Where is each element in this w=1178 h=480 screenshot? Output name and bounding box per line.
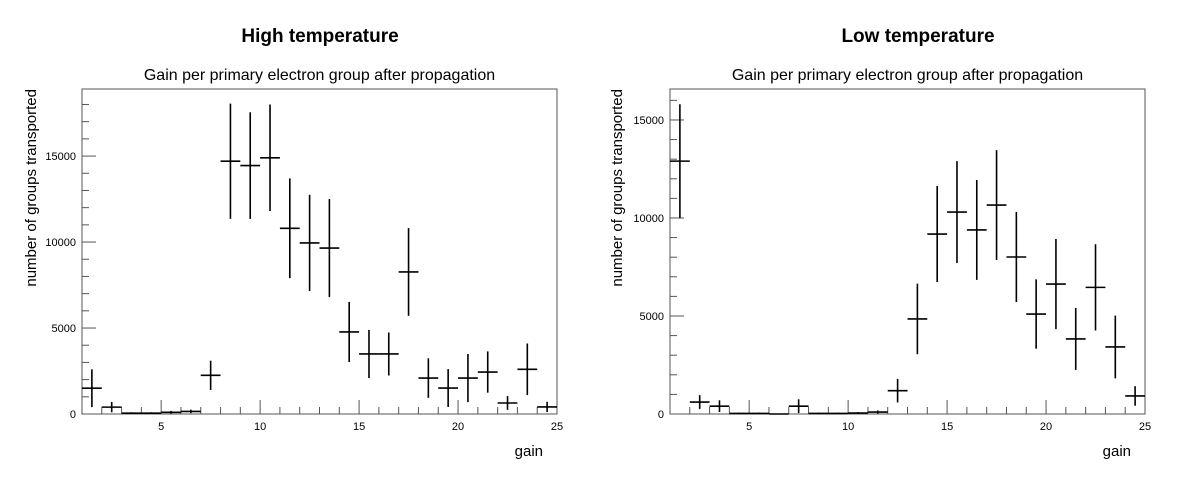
x-tick-label: 5 (746, 421, 752, 433)
chart-title: Gain per primary electron group after pr… (144, 67, 495, 84)
data-point (477, 351, 498, 393)
data-point (1085, 244, 1106, 331)
x-tick-label: 15 (941, 421, 953, 433)
data-point (220, 103, 241, 219)
data-point (828, 412, 849, 415)
data-point (260, 104, 280, 212)
x-tick-label: 25 (551, 421, 563, 433)
plot-frame (81, 88, 558, 415)
data-point (458, 353, 478, 403)
x-axis-label: gain (1103, 443, 1131, 460)
data-point (1105, 315, 1126, 379)
plot-frame (669, 88, 1146, 415)
data-point (907, 283, 928, 355)
data-point (121, 412, 142, 414)
data-point (359, 329, 379, 379)
chart-title: Gain per primary electron group after pr… (732, 67, 1083, 84)
y-axis-label: number of groups transported (23, 89, 40, 287)
data-point (339, 301, 360, 363)
data-point (867, 410, 888, 414)
data-point (1125, 386, 1145, 406)
data-point (709, 400, 730, 413)
panel-title: Low temperature (841, 26, 994, 47)
histogram-panel-1: Low temperature Gain per primary electron… (609, 26, 1151, 460)
data-point (180, 409, 201, 414)
y-tick-label: 5000 (640, 311, 664, 323)
data-point (729, 412, 750, 415)
x-tick-label: 5 (158, 421, 164, 433)
x-tick-label: 10 (254, 421, 266, 433)
data-point (82, 369, 102, 408)
data-point (808, 412, 829, 415)
data-point (947, 161, 967, 264)
x-tick-label: 20 (452, 421, 464, 433)
x-tick-label: 15 (353, 421, 365, 433)
y-axis-label: number of groups transported (609, 89, 626, 287)
data-point (848, 412, 868, 414)
data-point (418, 358, 439, 398)
data-point (101, 401, 122, 413)
histogram-panel-0: High temperature Gain per primary electro… (23, 26, 563, 460)
data-point (966, 179, 987, 280)
data-point (1006, 211, 1027, 303)
x-axis-label: gain (515, 443, 543, 460)
data-point (279, 178, 300, 279)
data-point (887, 378, 908, 403)
data-point (1065, 307, 1086, 370)
data-point (378, 332, 399, 376)
data-point (299, 194, 320, 292)
data-point (749, 412, 769, 415)
x-tick-label: 10 (842, 421, 854, 433)
data-point (438, 369, 459, 407)
data-point (689, 395, 710, 409)
panel-title: High temperature (241, 26, 398, 47)
y-tick-label: 5000 (52, 323, 76, 335)
y-tick-label: 10000 (633, 213, 664, 225)
x-tick-label: 20 (1040, 421, 1052, 433)
x-tick-label: 25 (1139, 421, 1151, 433)
data-point (517, 343, 538, 396)
y-tick-label: 0 (658, 409, 664, 421)
data-point (1026, 279, 1047, 349)
data-point (200, 360, 221, 390)
data-point (141, 412, 162, 414)
data-point (670, 104, 690, 218)
data-point (788, 399, 809, 414)
data-point (161, 410, 181, 414)
y-tick-label: 0 (70, 409, 76, 421)
data-point (1046, 238, 1066, 330)
y-tick-label: 10000 (45, 237, 76, 249)
data-point (927, 186, 948, 283)
data-point (319, 199, 340, 298)
data-point (986, 150, 1007, 260)
y-tick-label: 15000 (45, 151, 76, 163)
data-point (398, 228, 419, 316)
y-tick-label: 15000 (633, 115, 664, 127)
data-point (497, 396, 518, 410)
data-point (240, 112, 261, 219)
data-point (537, 401, 557, 413)
